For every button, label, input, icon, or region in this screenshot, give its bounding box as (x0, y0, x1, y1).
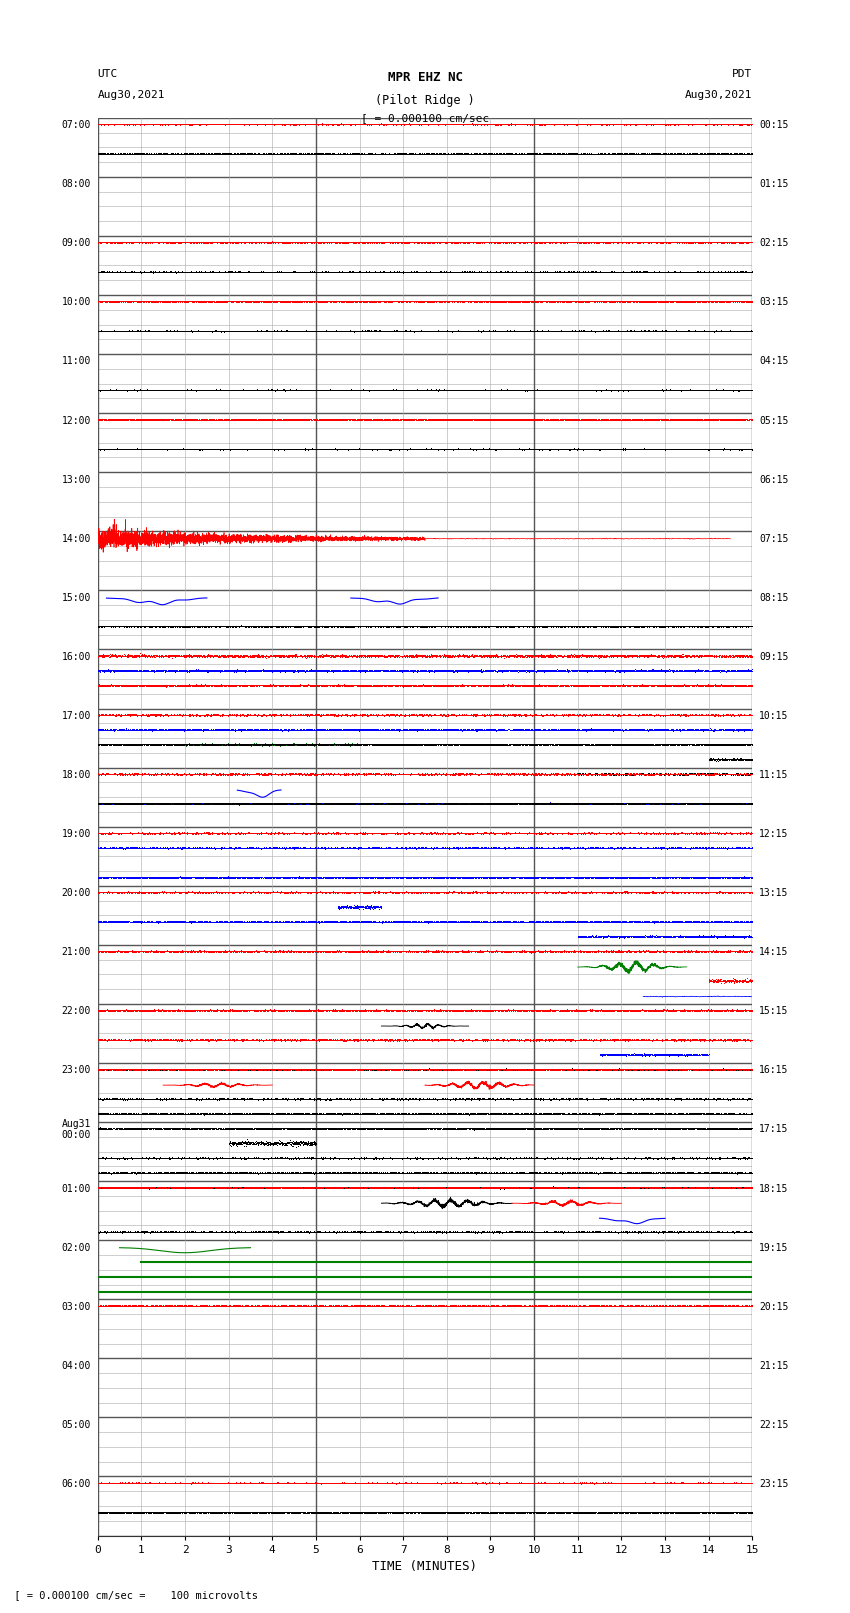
Text: PDT: PDT (732, 69, 752, 79)
Text: 20:00: 20:00 (61, 889, 91, 898)
Text: 17:00: 17:00 (61, 711, 91, 721)
Text: 13:00: 13:00 (61, 474, 91, 484)
Text: 21:15: 21:15 (759, 1361, 789, 1371)
Text: 00:15: 00:15 (759, 119, 789, 131)
Text: 08:00: 08:00 (61, 179, 91, 189)
Text: 10:00: 10:00 (61, 297, 91, 308)
Text: 07:15: 07:15 (759, 534, 789, 544)
X-axis label: TIME (MINUTES): TIME (MINUTES) (372, 1560, 478, 1573)
Text: [ = 0.000100 cm/sec =    100 microvolts: [ = 0.000100 cm/sec = 100 microvolts (8, 1590, 258, 1600)
Text: 01:00: 01:00 (61, 1184, 91, 1194)
Text: 12:00: 12:00 (61, 416, 91, 426)
Text: 18:00: 18:00 (61, 769, 91, 781)
Text: 16:15: 16:15 (759, 1065, 789, 1076)
Text: 01:15: 01:15 (759, 179, 789, 189)
Text: [ = 0.000100 cm/sec: [ = 0.000100 cm/sec (361, 113, 489, 123)
Text: 09:15: 09:15 (759, 652, 789, 661)
Text: 07:00: 07:00 (61, 119, 91, 131)
Text: 14:15: 14:15 (759, 947, 789, 957)
Text: 16:00: 16:00 (61, 652, 91, 661)
Text: 17:15: 17:15 (759, 1124, 789, 1134)
Text: 06:00: 06:00 (61, 1479, 91, 1489)
Text: 15:00: 15:00 (61, 592, 91, 603)
Text: 10:15: 10:15 (759, 711, 789, 721)
Text: UTC: UTC (98, 69, 118, 79)
Text: Aug30,2021: Aug30,2021 (685, 90, 752, 100)
Text: 23:15: 23:15 (759, 1479, 789, 1489)
Text: 18:15: 18:15 (759, 1184, 789, 1194)
Text: 19:00: 19:00 (61, 829, 91, 839)
Text: 22:00: 22:00 (61, 1007, 91, 1016)
Text: 23:00: 23:00 (61, 1065, 91, 1076)
Text: 12:15: 12:15 (759, 829, 789, 839)
Text: 14:00: 14:00 (61, 534, 91, 544)
Text: 13:15: 13:15 (759, 889, 789, 898)
Text: 03:00: 03:00 (61, 1302, 91, 1311)
Text: 03:15: 03:15 (759, 297, 789, 308)
Text: 06:15: 06:15 (759, 474, 789, 484)
Text: 08:15: 08:15 (759, 592, 789, 603)
Text: Aug30,2021: Aug30,2021 (98, 90, 165, 100)
Text: 11:15: 11:15 (759, 769, 789, 781)
Text: 02:15: 02:15 (759, 239, 789, 248)
Text: 15:15: 15:15 (759, 1007, 789, 1016)
Text: 09:00: 09:00 (61, 239, 91, 248)
Text: 02:00: 02:00 (61, 1242, 91, 1253)
Text: MPR EHZ NC: MPR EHZ NC (388, 71, 462, 84)
Text: 19:15: 19:15 (759, 1242, 789, 1253)
Text: 05:00: 05:00 (61, 1419, 91, 1429)
Text: 05:15: 05:15 (759, 416, 789, 426)
Text: 04:15: 04:15 (759, 356, 789, 366)
Text: 11:00: 11:00 (61, 356, 91, 366)
Text: (Pilot Ridge ): (Pilot Ridge ) (375, 94, 475, 106)
Text: 22:15: 22:15 (759, 1419, 789, 1429)
Text: 21:00: 21:00 (61, 947, 91, 957)
Text: 20:15: 20:15 (759, 1302, 789, 1311)
Text: Aug31
00:00: Aug31 00:00 (61, 1119, 91, 1140)
Text: 04:00: 04:00 (61, 1361, 91, 1371)
